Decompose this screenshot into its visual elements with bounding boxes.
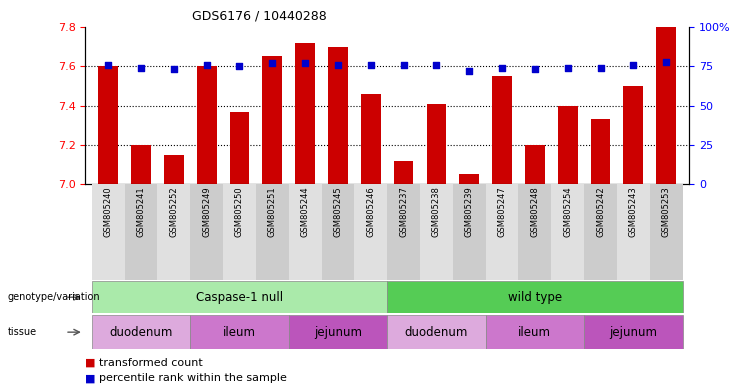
Bar bbox=[361, 94, 381, 184]
Bar bbox=[92, 281, 387, 313]
Text: GSM805251: GSM805251 bbox=[268, 186, 277, 237]
Point bbox=[398, 61, 410, 68]
Text: duodenum: duodenum bbox=[110, 326, 173, 339]
Bar bbox=[131, 145, 151, 184]
Text: jejunum: jejunum bbox=[609, 326, 657, 339]
Text: GSM805244: GSM805244 bbox=[301, 186, 310, 237]
Text: GSM805250: GSM805250 bbox=[235, 186, 244, 237]
Point bbox=[233, 63, 245, 70]
Text: GSM805253: GSM805253 bbox=[662, 186, 671, 237]
Point bbox=[135, 65, 147, 71]
Text: ■: ■ bbox=[85, 358, 99, 368]
Bar bbox=[459, 174, 479, 184]
Bar bbox=[584, 184, 617, 280]
Point bbox=[463, 68, 475, 74]
Point bbox=[299, 60, 311, 66]
Bar bbox=[256, 184, 289, 280]
Bar bbox=[485, 315, 584, 349]
Text: GSM805249: GSM805249 bbox=[202, 186, 211, 237]
Bar bbox=[322, 184, 354, 280]
Bar bbox=[492, 76, 512, 184]
Bar bbox=[623, 86, 643, 184]
Point bbox=[594, 65, 606, 71]
Bar bbox=[420, 184, 453, 280]
Text: GSM805240: GSM805240 bbox=[104, 186, 113, 237]
Text: jejunum: jejunum bbox=[314, 326, 362, 339]
Text: Caspase-1 null: Caspase-1 null bbox=[196, 291, 283, 304]
Text: GSM805238: GSM805238 bbox=[432, 186, 441, 237]
Bar bbox=[388, 184, 420, 280]
Bar bbox=[197, 66, 216, 184]
Bar bbox=[354, 184, 388, 280]
Text: GSM805252: GSM805252 bbox=[170, 186, 179, 237]
Text: GSM805241: GSM805241 bbox=[136, 186, 145, 237]
Text: GSM805246: GSM805246 bbox=[366, 186, 375, 237]
Bar bbox=[657, 27, 676, 184]
Point bbox=[168, 66, 180, 73]
Bar bbox=[485, 184, 519, 280]
Text: ileum: ileum bbox=[519, 326, 551, 339]
Point bbox=[201, 61, 213, 68]
Bar bbox=[124, 184, 157, 280]
Bar bbox=[453, 184, 485, 280]
Text: GSM805245: GSM805245 bbox=[333, 186, 342, 237]
Text: duodenum: duodenum bbox=[405, 326, 468, 339]
Text: GSM805239: GSM805239 bbox=[465, 186, 473, 237]
Bar bbox=[591, 119, 611, 184]
Text: genotype/variation: genotype/variation bbox=[7, 292, 100, 302]
Bar bbox=[558, 106, 577, 184]
Bar bbox=[650, 184, 682, 280]
Point bbox=[628, 61, 639, 68]
Text: ■: ■ bbox=[85, 373, 99, 383]
Bar bbox=[223, 184, 256, 280]
Text: GSM805243: GSM805243 bbox=[629, 186, 638, 237]
Point bbox=[365, 61, 376, 68]
Bar bbox=[190, 184, 223, 280]
Bar bbox=[289, 184, 322, 280]
Bar bbox=[230, 111, 249, 184]
Point bbox=[660, 58, 672, 65]
Bar bbox=[328, 46, 348, 184]
Bar bbox=[190, 315, 289, 349]
Bar bbox=[164, 155, 184, 184]
Text: transformed count: transformed count bbox=[99, 358, 202, 368]
Bar bbox=[525, 145, 545, 184]
Bar bbox=[92, 315, 190, 349]
Text: ileum: ileum bbox=[223, 326, 256, 339]
Bar bbox=[262, 56, 282, 184]
Point bbox=[102, 61, 114, 68]
Text: tissue: tissue bbox=[7, 327, 36, 337]
Text: percentile rank within the sample: percentile rank within the sample bbox=[99, 373, 287, 383]
Bar bbox=[388, 281, 682, 313]
Bar bbox=[289, 315, 388, 349]
Bar bbox=[295, 43, 315, 184]
Text: GSM805247: GSM805247 bbox=[497, 186, 507, 237]
Bar bbox=[157, 184, 190, 280]
Point bbox=[431, 61, 442, 68]
Point bbox=[332, 61, 344, 68]
Bar bbox=[519, 184, 551, 280]
Bar bbox=[617, 184, 650, 280]
Bar bbox=[584, 315, 682, 349]
Text: GSM805254: GSM805254 bbox=[563, 186, 572, 237]
Bar bbox=[393, 161, 413, 184]
Bar bbox=[99, 66, 118, 184]
Bar bbox=[92, 184, 124, 280]
Point bbox=[266, 60, 278, 66]
Text: GSM805248: GSM805248 bbox=[531, 186, 539, 237]
Point bbox=[529, 66, 541, 73]
Point bbox=[562, 65, 574, 71]
Bar bbox=[427, 104, 446, 184]
Text: wild type: wild type bbox=[508, 291, 562, 304]
Text: GSM805237: GSM805237 bbox=[399, 186, 408, 237]
Bar bbox=[551, 184, 584, 280]
Text: GDS6176 / 10440288: GDS6176 / 10440288 bbox=[192, 10, 327, 23]
Point bbox=[496, 65, 508, 71]
Bar bbox=[388, 315, 485, 349]
Text: GSM805242: GSM805242 bbox=[596, 186, 605, 237]
